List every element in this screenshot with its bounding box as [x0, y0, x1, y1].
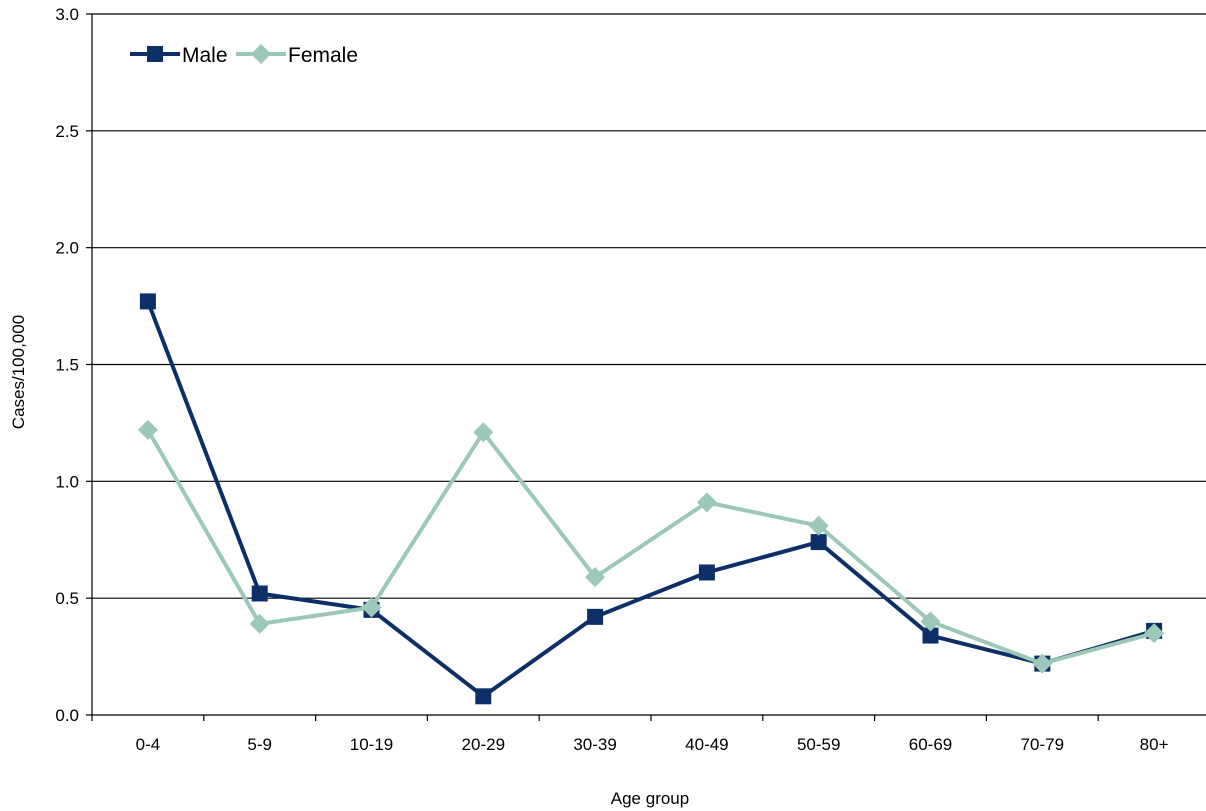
y-tick-label: 2.0	[55, 239, 79, 258]
x-tick-label: 50-59	[797, 735, 840, 754]
x-tick-label: 70-79	[1021, 735, 1064, 754]
y-axis-title: Cases/100,000	[9, 315, 28, 429]
x-tick-label: 5-9	[247, 735, 272, 754]
y-tick-label: 0.0	[55, 706, 79, 725]
data-point	[585, 567, 606, 588]
y-tick-label: 2.5	[55, 122, 79, 141]
x-tick-label: 30-39	[573, 735, 616, 754]
data-point	[475, 688, 492, 705]
series-line	[146, 300, 1155, 699]
legend-label: Male	[182, 44, 228, 67]
data-point	[810, 534, 827, 551]
x-tick-label: 10-19	[350, 735, 393, 754]
data-point	[587, 608, 604, 625]
gridlines	[92, 13, 1206, 599]
y-tick-label: 1.5	[55, 356, 79, 375]
x-tick-label: 40-49	[685, 735, 728, 754]
data-point	[1144, 623, 1165, 644]
legend-item-female: Female	[236, 44, 358, 67]
x-tick-label: 80+	[1140, 735, 1169, 754]
series-male	[139, 293, 1163, 705]
data-point	[139, 293, 156, 310]
series-female	[137, 419, 1165, 674]
legend-marker	[147, 46, 163, 62]
x-tick-label: 60-69	[909, 735, 952, 754]
y-tick-label: 3.0	[55, 5, 79, 24]
data-point	[473, 422, 494, 443]
data-point	[251, 585, 268, 602]
legend-item-male: Male	[130, 44, 228, 67]
x-axis-title: Age group	[611, 789, 689, 808]
x-tick-label: 20-29	[462, 735, 505, 754]
data-point	[1032, 653, 1053, 674]
series-line	[146, 428, 1155, 666]
legend: Male Female	[130, 44, 358, 67]
legend-label: Female	[288, 44, 358, 67]
data-point	[696, 492, 717, 513]
legend-marker	[251, 44, 271, 64]
data-point	[922, 627, 939, 644]
data-point	[249, 613, 270, 634]
data-point	[698, 564, 715, 581]
data-point	[920, 611, 941, 632]
data-point	[137, 419, 158, 440]
y-tick-label: 0.5	[55, 589, 79, 608]
series-layer	[137, 293, 1165, 705]
data-point	[361, 597, 382, 618]
data-point	[808, 515, 829, 536]
axes: 0.0 0.5 1.0 1.5 2.0 2.5 3.0 0-4 5-9 10-19 20-29 30-…	[55, 5, 1206, 754]
x-tick-label: 0-4	[136, 735, 161, 754]
y-tick-label: 1.0	[55, 472, 79, 491]
